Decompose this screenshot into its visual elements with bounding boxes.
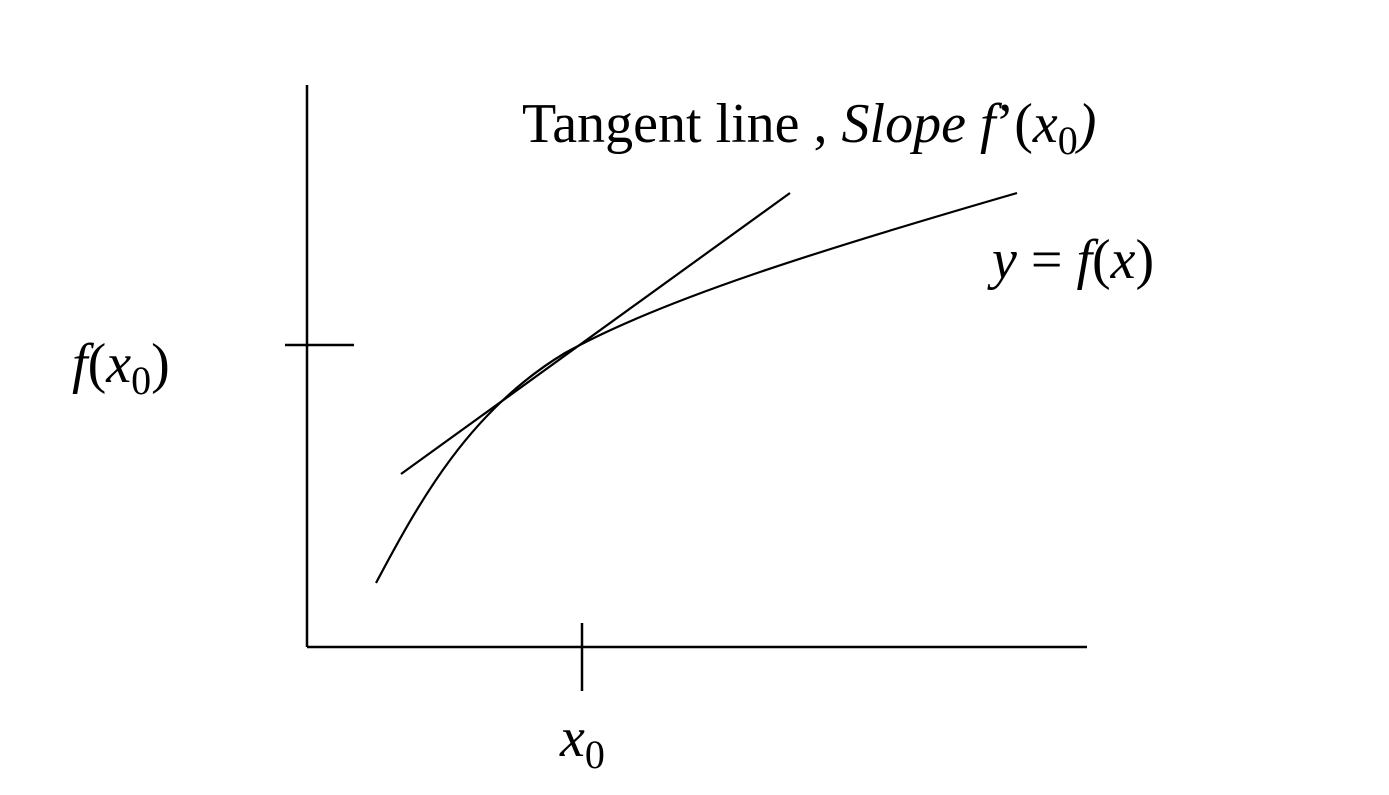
slope-word: Slope [841, 93, 966, 155]
x-tick-label: x0 [560, 707, 605, 775]
slope-subscript: 0 [1057, 118, 1078, 163]
y-tick-x: x [106, 333, 132, 395]
tangent-line [400, 192, 791, 475]
curve-close-paren: ) [1135, 229, 1155, 291]
slope-close-paren: ) [1077, 93, 1097, 155]
function-curve [375, 191, 1018, 584]
slope-f: f [979, 93, 996, 155]
curve-f: f [1076, 229, 1093, 291]
y-tick-close-paren: ) [151, 333, 170, 395]
slope-open-paren: ( [1014, 93, 1033, 155]
x-tick-subscript: 0 [584, 732, 605, 777]
y-tick-label: f(x0) [72, 333, 170, 401]
curve-label: y = f(x) [992, 232, 1154, 288]
tangent-label: Tangent line , Slope f’(x0) [522, 93, 1097, 161]
slope-prime: ’ [995, 93, 1015, 155]
curve-equals: = [1030, 229, 1063, 291]
curve-x: x [1110, 229, 1136, 291]
y-tick-subscript: 0 [131, 358, 152, 403]
slope-x: x [1032, 93, 1058, 155]
y-tick-open-paren: ( [87, 333, 107, 395]
curve-y: y [992, 229, 1017, 291]
x-tick-x: x [560, 707, 585, 769]
tangent-label-text: Tangent line , [522, 93, 828, 155]
curve-open-paren: ( [1092, 229, 1111, 291]
y-tick-f: f [72, 333, 88, 395]
